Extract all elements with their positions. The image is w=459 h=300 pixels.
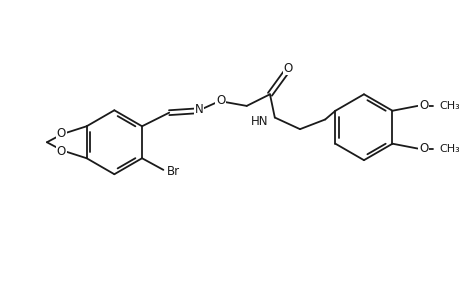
Text: O: O bbox=[57, 145, 66, 158]
Text: CH₃: CH₃ bbox=[438, 143, 459, 154]
Text: Br: Br bbox=[166, 165, 179, 178]
Text: O: O bbox=[57, 127, 66, 140]
Text: O: O bbox=[215, 94, 224, 106]
Text: HN: HN bbox=[250, 115, 268, 128]
Text: O: O bbox=[283, 61, 292, 75]
Text: O: O bbox=[418, 99, 427, 112]
Text: N: N bbox=[195, 103, 203, 116]
Text: CH₃: CH₃ bbox=[438, 101, 459, 111]
Text: O: O bbox=[418, 142, 427, 155]
